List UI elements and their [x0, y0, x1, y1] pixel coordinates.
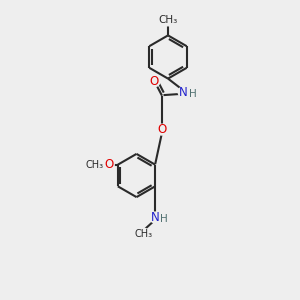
Circle shape — [178, 87, 189, 98]
Text: H: H — [160, 214, 167, 224]
Text: O: O — [104, 158, 113, 171]
Text: O: O — [158, 123, 166, 136]
Circle shape — [149, 76, 160, 87]
Text: N: N — [151, 211, 160, 224]
Circle shape — [163, 15, 173, 26]
Text: CH₃: CH₃ — [85, 160, 103, 170]
Circle shape — [103, 159, 114, 170]
Circle shape — [157, 124, 167, 135]
Circle shape — [150, 212, 160, 223]
Text: H: H — [189, 88, 196, 99]
Text: CH₃: CH₃ — [158, 15, 178, 26]
Circle shape — [89, 159, 100, 170]
Circle shape — [138, 228, 149, 239]
Text: CH₃: CH₃ — [135, 229, 153, 239]
Text: O: O — [150, 75, 159, 88]
Text: N: N — [179, 85, 188, 99]
